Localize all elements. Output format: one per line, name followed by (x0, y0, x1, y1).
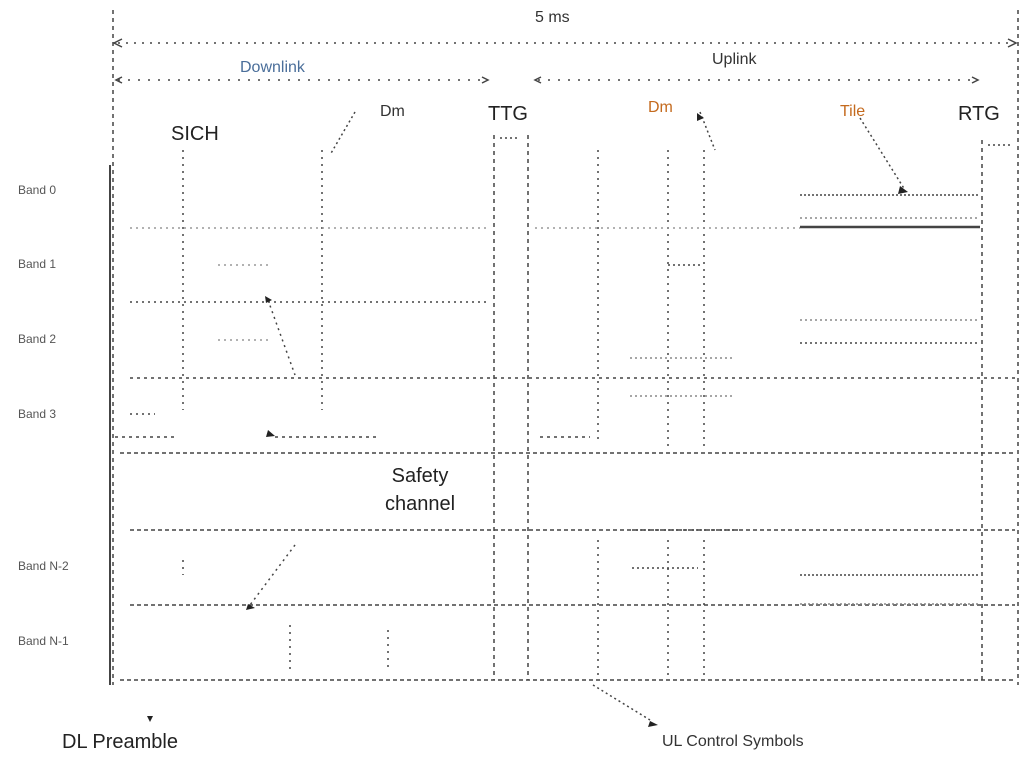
arrow-head-dl-right (481, 76, 490, 84)
frame-duration-label: 5 ms (535, 9, 570, 26)
arrow-mark-2 (898, 186, 908, 194)
dm-pointer (329, 111, 356, 156)
safety-channel-line1: Safety (391, 465, 449, 487)
dm-uplink-label: Dm (648, 99, 673, 116)
band-1-label: Band 1 (18, 257, 57, 271)
band-2-label: Band 2 (18, 332, 57, 346)
downlink-label: Downlink (240, 59, 305, 76)
tile-pointer (859, 117, 906, 191)
band-0-label: Band 0 (18, 183, 57, 197)
band-n1-label: Band N-1 (18, 634, 69, 648)
dm-pointer-lower (267, 299, 296, 376)
band-n2-label: Band N-2 (18, 559, 69, 573)
uplink-label: Uplink (712, 51, 757, 68)
dl-preamble-label: DL Preamble (62, 731, 178, 753)
ul-control-pointer (592, 684, 651, 721)
dm-downlink-label: Dm (380, 103, 405, 120)
arrow-head-left (112, 38, 123, 48)
arrow-mark-6 (648, 721, 658, 727)
arrow-head-dl-left (114, 76, 123, 84)
arrow-head-right (1007, 38, 1018, 48)
arrow-mark-4 (246, 604, 255, 610)
arrow-head-ul-right (971, 76, 980, 84)
arrow-mark-7 (147, 716, 153, 722)
arrow-head-ul-left (533, 76, 542, 84)
band-3-label: Band 3 (18, 407, 57, 421)
arrow-mark-3 (697, 113, 704, 121)
dm-pointer-lower-2 (249, 544, 296, 606)
arrow-mark-5 (265, 296, 272, 303)
safety-channel-line2: channel (384, 493, 456, 515)
sich-label: SICH (171, 123, 219, 145)
rtg-label: RTG (958, 103, 1000, 125)
ttg-label: TTG (488, 103, 528, 125)
arrow-mark-1 (266, 430, 275, 437)
tile-label: Tile (840, 103, 866, 120)
ul-control-symbols-label: UL Control Symbols (662, 733, 804, 750)
